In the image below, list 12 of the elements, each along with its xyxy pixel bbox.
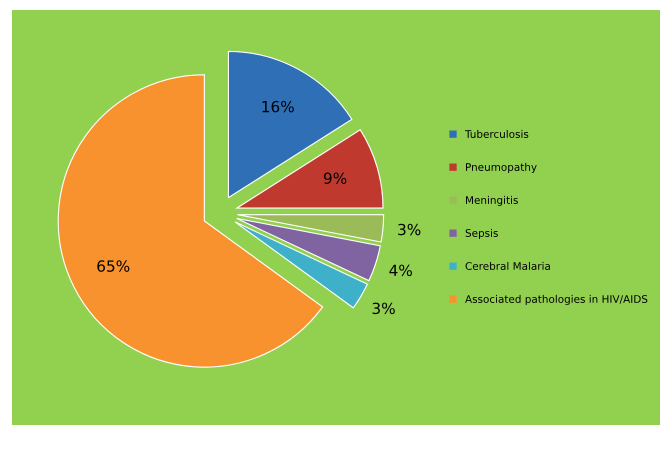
legend-label: Cerebral Malaria bbox=[466, 262, 550, 270]
data-label: 3% bbox=[398, 224, 420, 236]
legend-label: Meningitis bbox=[466, 196, 518, 206]
data-label: 9% bbox=[324, 172, 346, 184]
data-label: 4% bbox=[389, 264, 412, 276]
legend-label: Sepsis bbox=[466, 228, 498, 239]
legend-label: Associated pathologies in HIV/AIDS bbox=[465, 294, 648, 305]
data-label: 16% bbox=[262, 100, 294, 112]
legend-label: Tuberculosis bbox=[464, 130, 528, 138]
data-label: 65% bbox=[97, 260, 130, 272]
legend-label: Pneumopathy bbox=[466, 162, 537, 173]
data-label: 3% bbox=[372, 302, 395, 314]
